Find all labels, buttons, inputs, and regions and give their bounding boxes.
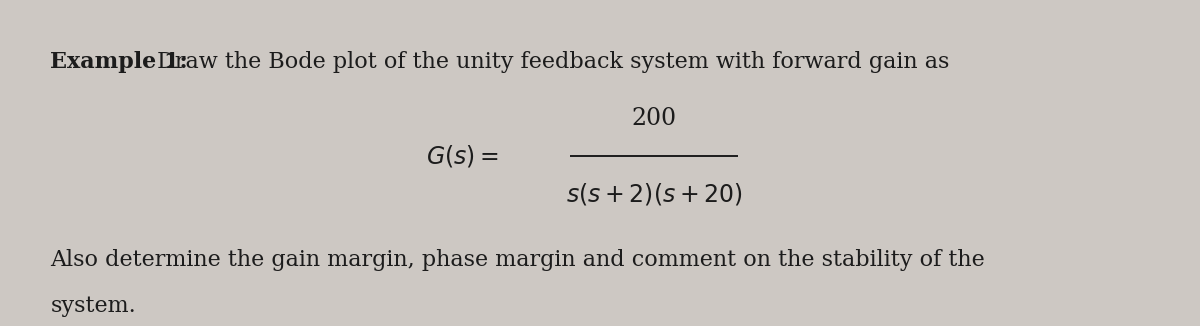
Text: Draw the Bode plot of the unity feedback system with forward gain as: Draw the Bode plot of the unity feedback…: [150, 51, 949, 72]
Text: system.: system.: [50, 295, 136, 317]
Text: Example 1:: Example 1:: [50, 51, 188, 72]
Text: $s(s+2)(s+20)$: $s(s+2)(s+20)$: [565, 181, 743, 207]
Text: 200: 200: [631, 108, 677, 130]
Text: Also determine the gain margin, phase margin and comment on the stability of the: Also determine the gain margin, phase ma…: [50, 249, 985, 271]
Text: $G(s) =$: $G(s) =$: [426, 143, 499, 170]
